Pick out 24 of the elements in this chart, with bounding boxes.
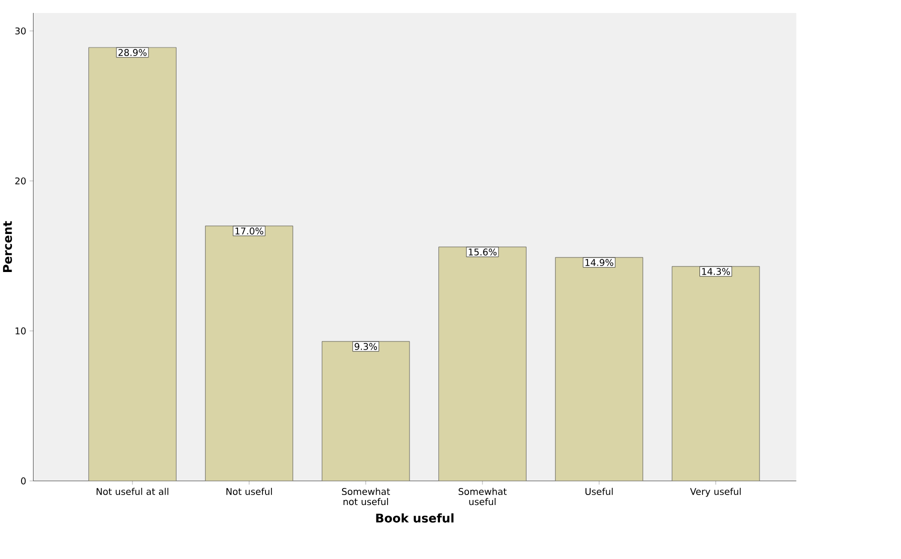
data-label: 9.3% — [354, 343, 377, 350]
bar — [205, 226, 294, 482]
bar — [438, 246, 526, 482]
y-tick-label: 0 — [21, 478, 26, 485]
bar — [672, 266, 760, 482]
x-axis-title: Book useful — [376, 514, 454, 523]
bar — [88, 47, 176, 482]
x-tick-label: Useful — [585, 488, 613, 496]
y-axis-title: Percent — [3, 221, 12, 272]
x-tick-label: Very useful — [690, 488, 741, 497]
x-tick-label: Somewhat not useful — [342, 488, 390, 506]
data-label: 28.9% — [118, 49, 147, 56]
data-label: 15.6% — [468, 248, 497, 256]
x-tick-label: Not useful at all — [96, 488, 168, 496]
data-label: 14.9% — [586, 259, 614, 266]
y-tick-label: 10 — [16, 328, 26, 335]
y-tick-label: 20 — [15, 178, 26, 185]
data-label: 17.0% — [235, 228, 264, 235]
x-tick-label: Not useful — [226, 488, 272, 496]
bar — [322, 341, 410, 482]
bar — [555, 257, 644, 482]
y-tick-label: 30 — [15, 28, 26, 35]
data-label: 14.3% — [702, 268, 730, 276]
x-tick-label: Somewhat useful — [458, 488, 507, 506]
